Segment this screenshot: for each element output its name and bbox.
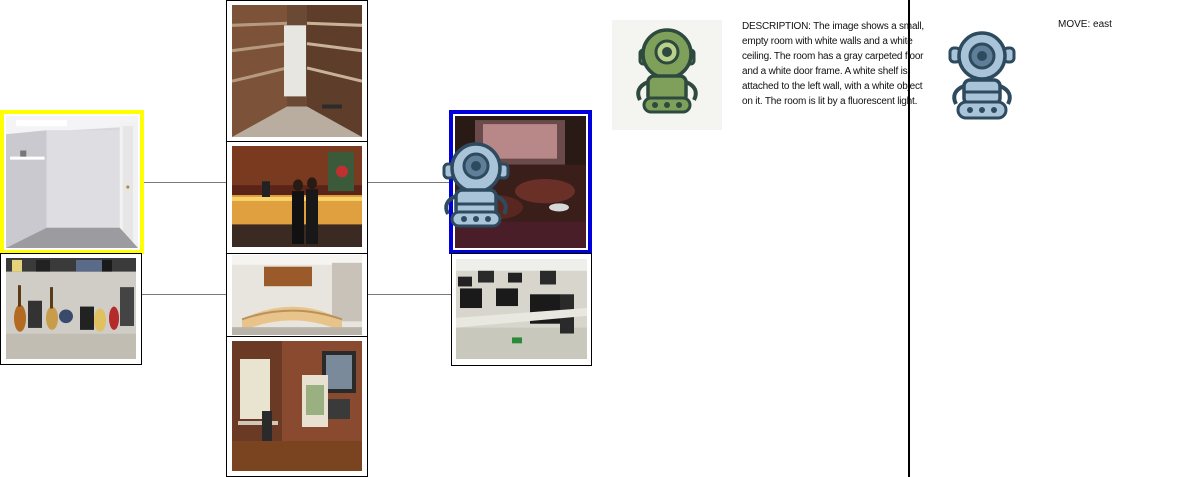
room-tile-reception-desk[interactable] <box>226 253 368 337</box>
reception-desk-image <box>232 255 362 335</box>
music-garage-image <box>6 258 136 359</box>
connector-garage-reception <box>142 294 226 295</box>
player-robot-icon <box>944 30 1020 122</box>
guide-robot-panel <box>612 20 722 130</box>
room-tile-closet[interactable] <box>0 110 144 254</box>
move-direction: east <box>1093 19 1112 30</box>
description-prefix: DESCRIPTION: <box>742 21 814 32</box>
panel-divider <box>908 0 910 477</box>
room-tile-music-garage[interactable] <box>0 253 142 365</box>
hotel-lobby-image <box>232 146 362 247</box>
move-label: MOVE: <box>1058 19 1094 30</box>
description-body: The image shows a small, empty room with… <box>742 21 924 107</box>
connector-closet-lobby <box>142 182 226 183</box>
room-tile-art-studio[interactable] <box>226 336 368 477</box>
attic-image <box>232 5 362 137</box>
room-tile-computer-lab[interactable] <box>451 253 592 366</box>
move-text: MOVE: east <box>1058 19 1112 30</box>
art-studio-image <box>232 341 362 471</box>
room-tile-attic[interactable] <box>226 0 368 142</box>
green-robot-icon <box>636 28 698 114</box>
computer-lab-image <box>456 259 587 359</box>
description-text: DESCRIPTION: The image shows a small, em… <box>742 19 932 109</box>
connector-lobby-theater <box>368 182 452 183</box>
connector-reception-lab <box>368 294 452 295</box>
closet-room-image <box>6 116 138 248</box>
blue-robot-icon <box>438 140 514 228</box>
room-tile-hotel-lobby[interactable] <box>226 141 368 254</box>
